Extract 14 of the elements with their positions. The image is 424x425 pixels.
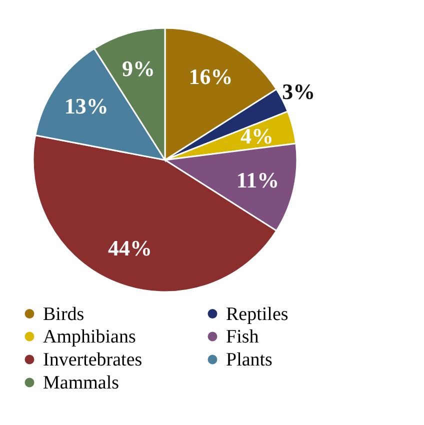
data-label: 3%: [282, 78, 316, 104]
legend-label: Reptiles: [226, 304, 288, 325]
legend-label: Birds: [43, 304, 84, 325]
legend-label: Plants: [226, 350, 272, 370]
data-label: 44%: [108, 235, 152, 260]
legend-label: Invertebrates: [43, 350, 142, 370]
data-label: 4%: [240, 123, 274, 148]
data-label: 11%: [236, 168, 280, 193]
legend-label: Amphibians: [43, 326, 136, 348]
legend-label: Mammals: [43, 372, 119, 394]
legend-label: Fish: [226, 326, 260, 348]
data-label: 16%: [188, 64, 233, 89]
data-label: 9%: [122, 56, 155, 81]
data-label: 13%: [64, 94, 108, 119]
